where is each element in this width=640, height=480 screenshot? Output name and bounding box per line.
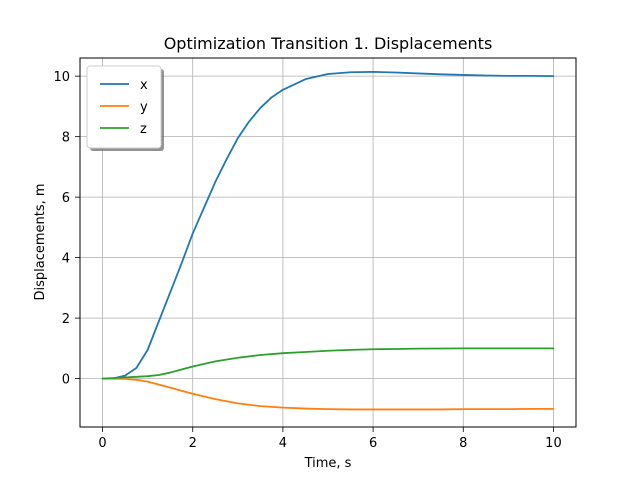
y-tick-label: 10 bbox=[53, 70, 70, 85]
y-tick-label: 0 bbox=[62, 373, 70, 388]
x-axis-label: Time, s bbox=[304, 456, 352, 471]
x-tick-label: 8 bbox=[459, 436, 467, 451]
y-tick-label: 2 bbox=[62, 312, 70, 327]
legend-label-y: y bbox=[140, 100, 148, 115]
x-tick-label: 10 bbox=[545, 436, 562, 451]
x-tick-label: 0 bbox=[98, 436, 106, 451]
x-tick-label: 6 bbox=[369, 436, 377, 451]
series-line-y bbox=[101, 377, 555, 411]
x-tick-label: 4 bbox=[279, 436, 287, 451]
y-axis-label: Displacements, m bbox=[33, 183, 48, 300]
chart-title: Optimization Transition 1. Displacements bbox=[164, 34, 493, 53]
y-tick-label: 8 bbox=[62, 131, 70, 146]
y-tick-label: 4 bbox=[62, 252, 70, 267]
legend: xyz bbox=[86, 65, 164, 151]
legend-label-x: x bbox=[140, 78, 148, 93]
series-line-z bbox=[101, 347, 555, 380]
legend-label-z: z bbox=[140, 122, 147, 137]
grid bbox=[80, 58, 576, 427]
series-group bbox=[101, 71, 555, 411]
legend-box bbox=[86, 65, 162, 149]
plot-frame bbox=[79, 57, 577, 428]
x-tick-label: 2 bbox=[189, 436, 197, 451]
y-tick-label: 6 bbox=[62, 191, 70, 206]
legend-items: xyz bbox=[100, 78, 148, 137]
ticks: 0 2 4 6 8 10 0 2 4 6 8 10 bbox=[53, 70, 561, 451]
series-line-x bbox=[101, 71, 555, 380]
